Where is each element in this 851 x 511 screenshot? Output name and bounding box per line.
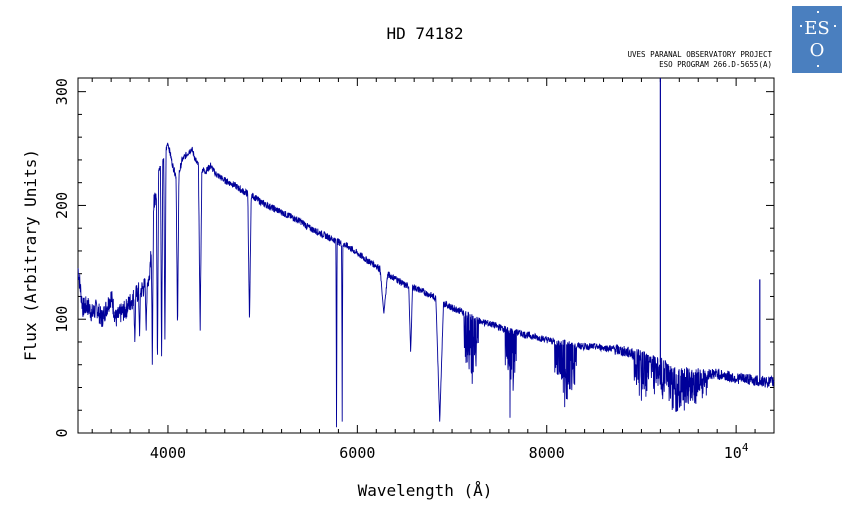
eso-logo-icon: ES O — [800, 11, 836, 67]
eso-logo: ES O — [792, 6, 842, 73]
x-tick-label: 4000 — [150, 444, 186, 462]
x-axis-ticks: 4000 6000 8000 104 — [91, 78, 775, 462]
y-tick-label: 100 — [53, 306, 71, 333]
plot-frame — [77, 77, 775, 434]
x-tick-label: 8000 — [529, 444, 565, 462]
chart-subtitle-line-1: UVES PARANAL OBSERVATORY PROJECT — [628, 50, 773, 59]
x-axis-label: Wavelength (Å) — [358, 481, 493, 500]
series-layer — [77, 78, 775, 428]
y-tick-label: 0 — [53, 428, 71, 437]
svg-text:O: O — [810, 40, 825, 61]
chart-title: HD 74182 — [386, 24, 463, 43]
x-tick-label: 6000 — [339, 444, 375, 462]
y-tick-label: 300 — [53, 78, 71, 105]
chart-subtitle-line-2: ESO PROGRAM 266.D-5655(A) — [659, 60, 772, 69]
y-axis-ticks: 0 100 200 300 — [53, 78, 774, 438]
y-tick-label: 200 — [53, 192, 71, 219]
spectrum-series-line — [77, 142, 775, 428]
x-tick-label: 104 — [724, 441, 749, 462]
svg-text:ES: ES — [804, 18, 829, 39]
y-axis-label: Flux (Arbitrary Units) — [21, 149, 40, 361]
